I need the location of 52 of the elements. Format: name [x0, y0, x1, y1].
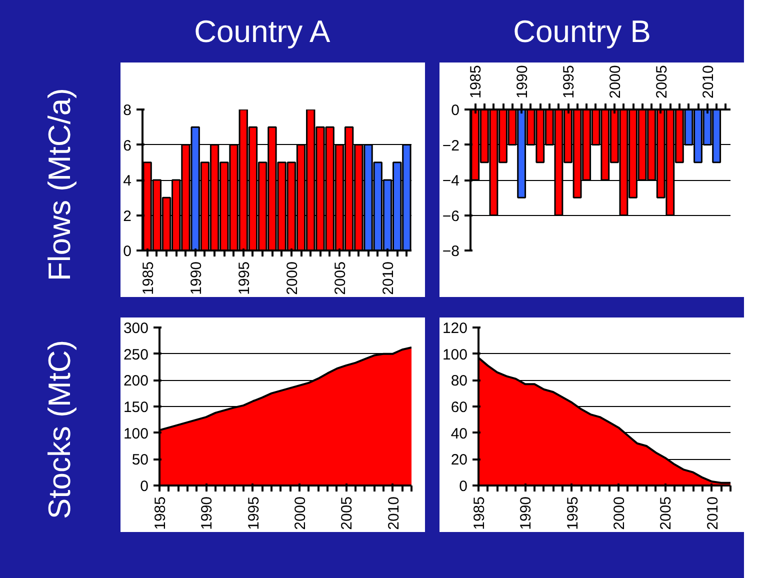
x-tick-label: 1985 — [152, 496, 169, 530]
x-tick-label: 1985 — [468, 65, 485, 98]
x-tick-label: 2010 — [704, 496, 722, 530]
y-tick-label: 80 — [450, 372, 468, 390]
y-tick-label: 40 — [450, 425, 468, 442]
y-tick-label: 300 — [123, 320, 149, 337]
y-tick-label: 150 — [123, 399, 149, 416]
chart-title: Country B — [513, 14, 651, 49]
y-tick-label: 2 — [123, 208, 132, 225]
x-tick-label: 2010 — [385, 496, 402, 530]
y-tick-label: 20 — [450, 452, 468, 469]
y-tick-label: 0 — [459, 478, 468, 495]
y-tick-label: −2 — [442, 137, 460, 154]
y-tick-label: −6 — [442, 208, 460, 225]
x-tick-label: 2005 — [658, 496, 675, 530]
x-tick-label: 1990 — [198, 496, 216, 530]
y-tick-label: 250 — [123, 346, 149, 364]
y-tick-label: 8 — [123, 102, 132, 119]
y-tick-label: 120 — [442, 320, 468, 337]
y-tick-label: 4 — [123, 172, 132, 190]
x-tick-label: 1990 — [188, 261, 205, 295]
x-tick-label: 1995 — [564, 496, 582, 530]
x-tick-label: 2010 — [700, 65, 717, 98]
x-tick-label: 1995 — [245, 496, 262, 530]
x-tick-label: 2005 — [332, 261, 349, 295]
chart-title: Country A — [194, 14, 331, 49]
x-tick-label: 2000 — [606, 65, 624, 98]
x-tick-label: 1995 — [236, 261, 253, 295]
x-tick-label: 1990 — [514, 65, 532, 98]
x-tick-label: 1985 — [140, 261, 157, 295]
x-tick-label: 2000 — [292, 496, 309, 530]
x-tick-label: 1990 — [518, 496, 535, 530]
x-tick-label: 2010 — [380, 261, 397, 295]
y-axis-title: Stocks (MtC) — [40, 340, 78, 520]
x-tick-label: 2000 — [284, 261, 301, 295]
x-tick-label: 2005 — [653, 65, 670, 98]
y-axis-title: Flows (MtC/a) — [40, 88, 78, 281]
y-tick-label: 100 — [123, 425, 149, 442]
y-tick-label: −8 — [442, 243, 460, 260]
y-tick-label: 200 — [123, 372, 149, 390]
y-tick-label: 60 — [450, 399, 468, 416]
y-tick-label: 100 — [442, 346, 468, 364]
x-tick-label: 2005 — [338, 496, 356, 530]
x-tick-label: 2000 — [611, 496, 628, 530]
y-tick-label: 0 — [123, 243, 132, 260]
y-tick-label: 0 — [140, 478, 148, 495]
y-tick-label: −4 — [442, 172, 460, 190]
y-tick-label: 0 — [451, 102, 460, 119]
x-tick-label: 1995 — [560, 65, 578, 98]
y-tick-label: 50 — [132, 452, 149, 469]
y-tick-label: 6 — [123, 137, 132, 154]
x-tick-label: 1985 — [471, 496, 488, 530]
